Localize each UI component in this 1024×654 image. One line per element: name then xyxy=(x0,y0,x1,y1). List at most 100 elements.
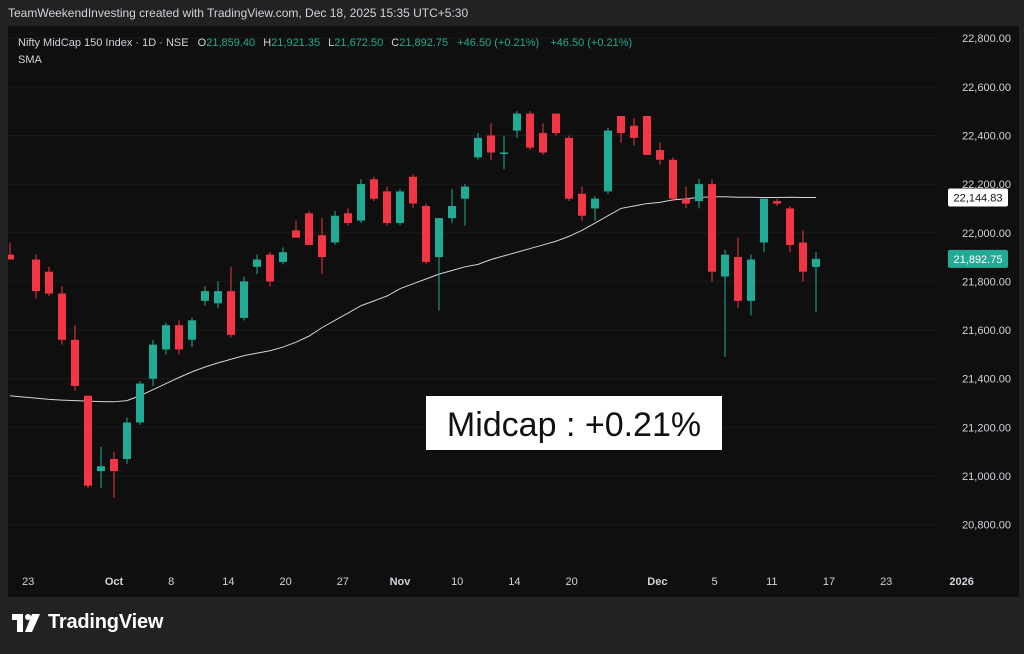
sma-last-value-label: 22,144.83 xyxy=(954,193,1003,205)
candle xyxy=(201,286,209,306)
candle xyxy=(591,196,599,221)
candle xyxy=(617,116,625,143)
candle xyxy=(747,254,755,316)
x-tick-label: 27 xyxy=(337,576,349,588)
legend-low-value: 21,672.50 xyxy=(334,37,383,49)
candle xyxy=(305,210,313,245)
sma-last-value-badge xyxy=(948,188,1008,207)
candle xyxy=(604,128,612,194)
legend-symbol-label: Nifty MidCap 150 Index · 1D · NSE O21,85… xyxy=(18,37,632,49)
candle-body xyxy=(188,320,196,340)
candle xyxy=(110,451,118,498)
candle xyxy=(578,186,586,221)
annotation-background xyxy=(426,396,722,450)
legend-high-label: H xyxy=(263,37,271,49)
y-tick-label: 22,400.00 xyxy=(962,130,1011,142)
candle xyxy=(318,218,326,275)
x-tick-label: 14 xyxy=(508,576,520,588)
y-tick-label: 20,800.00 xyxy=(962,520,1011,532)
candle xyxy=(552,113,560,136)
y-tick-label: 21,600.00 xyxy=(962,325,1011,337)
candle xyxy=(565,135,573,202)
candle-body xyxy=(448,206,456,219)
candle xyxy=(45,266,53,296)
x-tick-label: 23 xyxy=(880,576,892,588)
tradingview-logo-icon xyxy=(12,613,40,632)
tradingview-brand: TradingView xyxy=(48,611,164,633)
candle-body xyxy=(682,198,690,204)
x-tick-label: 5 xyxy=(712,576,718,588)
candle xyxy=(279,247,287,265)
candle xyxy=(734,237,742,309)
candle xyxy=(760,198,768,253)
candle-body xyxy=(643,116,651,155)
candle-body xyxy=(617,116,625,134)
candle-body xyxy=(370,179,378,199)
candle xyxy=(409,174,417,209)
candle-body xyxy=(71,339,79,386)
candle-body xyxy=(487,135,495,153)
candle xyxy=(136,381,144,425)
legend-close-value: 21,892.75 xyxy=(399,37,448,49)
candle xyxy=(331,210,339,245)
chart-credit: TeamWeekendInvesting created with Tradin… xyxy=(8,6,469,20)
candle-body xyxy=(760,198,768,243)
candle xyxy=(97,446,105,489)
candle xyxy=(370,176,378,202)
candle xyxy=(149,339,157,386)
candle xyxy=(669,157,677,202)
y-tick-label: 21,800.00 xyxy=(962,276,1011,288)
candle-body xyxy=(409,176,417,204)
candle xyxy=(84,395,92,489)
chart-background xyxy=(8,26,1019,597)
candle xyxy=(188,317,196,348)
x-tick-label: 20 xyxy=(279,576,291,588)
header-bar: TeamWeekendInvesting created with Tradin… xyxy=(0,0,1024,26)
candle xyxy=(292,220,300,238)
candle xyxy=(513,111,521,138)
candle-body xyxy=(123,422,131,459)
x-tick-label: Dec xyxy=(647,576,667,588)
candle-body xyxy=(292,230,300,238)
y-tick-label: 21,000.00 xyxy=(962,471,1011,483)
legend-indicator[interactable]: SMA xyxy=(18,54,43,66)
candle-body xyxy=(526,113,534,148)
candle-body xyxy=(461,186,469,199)
candle-body xyxy=(747,259,755,301)
x-tick-label: 10 xyxy=(451,576,463,588)
chart-frame[interactable]: 20,800.00 21,000.00 21,200.00 21,400.00 21,6… xyxy=(8,26,1019,597)
legend-high-value: 21,921.35 xyxy=(271,37,320,49)
candle-body xyxy=(32,259,40,292)
x-tick-label: 14 xyxy=(222,576,234,588)
annotation-text: Midcap : +0.21% xyxy=(447,406,701,444)
candle xyxy=(253,254,261,275)
candle-body xyxy=(58,293,66,340)
candle-body xyxy=(695,184,703,202)
tradingview-logo[interactable]: TradingView xyxy=(12,611,163,634)
annotation-box: Midcap : +0.21% xyxy=(426,396,722,450)
footer-bar: TradingView xyxy=(0,597,1024,654)
legend-close-label: C xyxy=(391,37,399,49)
candle-body xyxy=(136,383,144,423)
y-tick-label: 21,200.00 xyxy=(962,422,1011,434)
candle-body xyxy=(474,137,482,158)
legend-open-value: 21,859.40 xyxy=(206,37,255,49)
candle-body xyxy=(500,152,508,154)
x-tick-label: 17 xyxy=(823,576,835,588)
candle-body xyxy=(318,235,326,258)
candle xyxy=(8,242,14,260)
candle xyxy=(71,325,79,391)
candle xyxy=(227,266,235,338)
candle-body xyxy=(253,259,261,267)
price-last-value-badge xyxy=(948,249,1008,268)
candle xyxy=(396,188,404,226)
candle xyxy=(344,208,352,226)
candle xyxy=(461,184,469,226)
candle xyxy=(526,111,534,151)
candle-body xyxy=(708,184,716,272)
candle-body xyxy=(279,252,287,262)
candle-body xyxy=(331,215,339,243)
price-chart[interactable]: 20,800.00 21,000.00 21,200.00 21,400.00 21,6… xyxy=(8,26,1019,597)
candle-body xyxy=(227,291,235,335)
candle-body xyxy=(175,325,183,350)
